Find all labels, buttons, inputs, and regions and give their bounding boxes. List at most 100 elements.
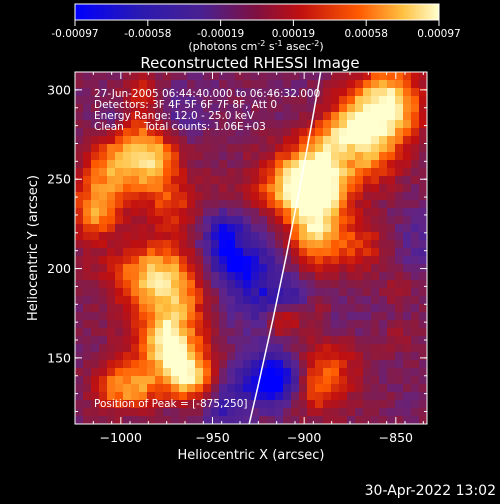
heatmap-cell bbox=[75, 160, 84, 169]
heatmap-cell bbox=[387, 128, 396, 137]
heatmap-cell bbox=[147, 416, 156, 424]
heatmap-cell bbox=[75, 352, 84, 361]
heatmap-cell bbox=[347, 280, 356, 289]
heatmap-cell bbox=[115, 200, 124, 209]
heatmap-cell bbox=[179, 240, 188, 249]
heatmap-cell bbox=[395, 208, 404, 217]
heatmap-cell bbox=[387, 392, 396, 401]
heatmap-cell bbox=[235, 216, 244, 225]
heatmap-cell bbox=[179, 416, 188, 424]
heatmap-cell bbox=[91, 112, 100, 121]
heatmap-cell bbox=[323, 152, 332, 161]
heatmap-cell bbox=[387, 280, 396, 289]
heatmap-cell bbox=[275, 112, 284, 121]
heatmap-cell bbox=[379, 256, 388, 265]
heatmap-cell bbox=[83, 240, 92, 249]
heatmap-cell bbox=[259, 248, 268, 257]
heatmap-cell bbox=[147, 136, 156, 145]
heatmap-cell bbox=[83, 368, 92, 377]
heatmap-cell bbox=[107, 184, 116, 193]
heatmap-cell bbox=[251, 176, 260, 185]
heatmap-cell bbox=[291, 336, 300, 345]
heatmap-cell bbox=[299, 240, 308, 249]
heatmap-cell bbox=[379, 160, 388, 169]
heatmap-cell bbox=[243, 96, 252, 105]
heatmap-cell bbox=[163, 264, 172, 273]
heatmap-cell bbox=[147, 256, 156, 265]
heatmap-cell bbox=[307, 112, 316, 121]
heatmap-cell bbox=[307, 160, 316, 169]
heatmap-cell bbox=[115, 208, 124, 217]
heatmap-cell bbox=[411, 128, 420, 137]
heatmap-cell bbox=[163, 296, 172, 305]
heatmap-cell bbox=[315, 224, 324, 233]
heatmap-cell bbox=[91, 184, 100, 193]
heatmap-cell bbox=[331, 224, 340, 233]
heatmap-cell bbox=[139, 248, 148, 257]
heatmap-cell bbox=[243, 304, 252, 313]
heatmap-cell bbox=[235, 416, 244, 424]
heatmap-cell bbox=[123, 104, 132, 113]
heatmap-cell bbox=[387, 232, 396, 241]
heatmap-cell bbox=[147, 320, 156, 329]
heatmap-cell bbox=[283, 304, 292, 313]
heatmap-cell bbox=[347, 176, 356, 185]
heatmap-cell bbox=[123, 264, 132, 273]
heatmap-cell bbox=[123, 416, 132, 424]
heatmap-cell bbox=[395, 416, 404, 424]
heatmap-cell bbox=[419, 376, 427, 385]
heatmap-cell bbox=[395, 304, 404, 313]
heatmap-cell bbox=[211, 256, 220, 265]
heatmap-cell bbox=[371, 376, 380, 385]
heatmap-cell bbox=[419, 280, 427, 289]
heatmap-cell bbox=[219, 376, 228, 385]
heatmap-cell bbox=[275, 304, 284, 313]
heatmap-cell bbox=[283, 280, 292, 289]
heatmap-cell bbox=[355, 384, 364, 393]
heatmap-cell bbox=[387, 400, 396, 409]
heatmap-cell bbox=[251, 224, 260, 233]
heatmap-cell bbox=[211, 168, 220, 177]
heatmap-cell bbox=[243, 416, 252, 424]
heatmap-cell bbox=[283, 392, 292, 401]
heatmap-cell bbox=[395, 360, 404, 369]
colorbar: -0.00097 -0.00058 -0.00019 0.00019 0.00058 0.… bbox=[51, 3, 461, 53]
heatmap-cell bbox=[115, 104, 124, 113]
heatmap-cell bbox=[259, 416, 268, 424]
heatmap-cell bbox=[307, 304, 316, 313]
heatmap-cell bbox=[331, 104, 340, 113]
heatmap-cell bbox=[403, 88, 412, 97]
heatmap-cell bbox=[379, 184, 388, 193]
heatmap-cell bbox=[203, 168, 212, 177]
heatmap-cell bbox=[291, 408, 300, 417]
heatmap-cell bbox=[107, 120, 116, 129]
heatmap-cell bbox=[123, 160, 132, 169]
heatmap-cell bbox=[267, 104, 276, 113]
heatmap-cell bbox=[139, 312, 148, 321]
heatmap-cell bbox=[91, 360, 100, 369]
heatmap-cell bbox=[211, 192, 220, 201]
heatmap-cell bbox=[395, 272, 404, 281]
heatmap-cell bbox=[411, 384, 420, 393]
heatmap-cell bbox=[251, 376, 260, 385]
heatmap-cell bbox=[379, 368, 388, 377]
heatmap-cell bbox=[323, 416, 332, 424]
heatmap-cell bbox=[195, 352, 204, 361]
heatmap-cell bbox=[251, 368, 260, 377]
heatmap-cell bbox=[403, 152, 412, 161]
heatmap-cell bbox=[171, 112, 180, 121]
heatmap-cell bbox=[331, 272, 340, 281]
heatmap-cell bbox=[275, 240, 284, 249]
heatmap-cell bbox=[107, 216, 116, 225]
heatmap-cell bbox=[299, 136, 308, 145]
heatmap-cell bbox=[203, 88, 212, 97]
heatmap-cell bbox=[227, 288, 236, 297]
heatmap-cell bbox=[99, 144, 108, 153]
heatmap-cell bbox=[267, 168, 276, 177]
heatmap-cell bbox=[323, 360, 332, 369]
heatmap-cell bbox=[267, 144, 276, 153]
heatmap-cell bbox=[227, 280, 236, 289]
heatmap-cell bbox=[147, 344, 156, 353]
heatmap-cell bbox=[91, 240, 100, 249]
heatmap-cell bbox=[115, 120, 124, 129]
